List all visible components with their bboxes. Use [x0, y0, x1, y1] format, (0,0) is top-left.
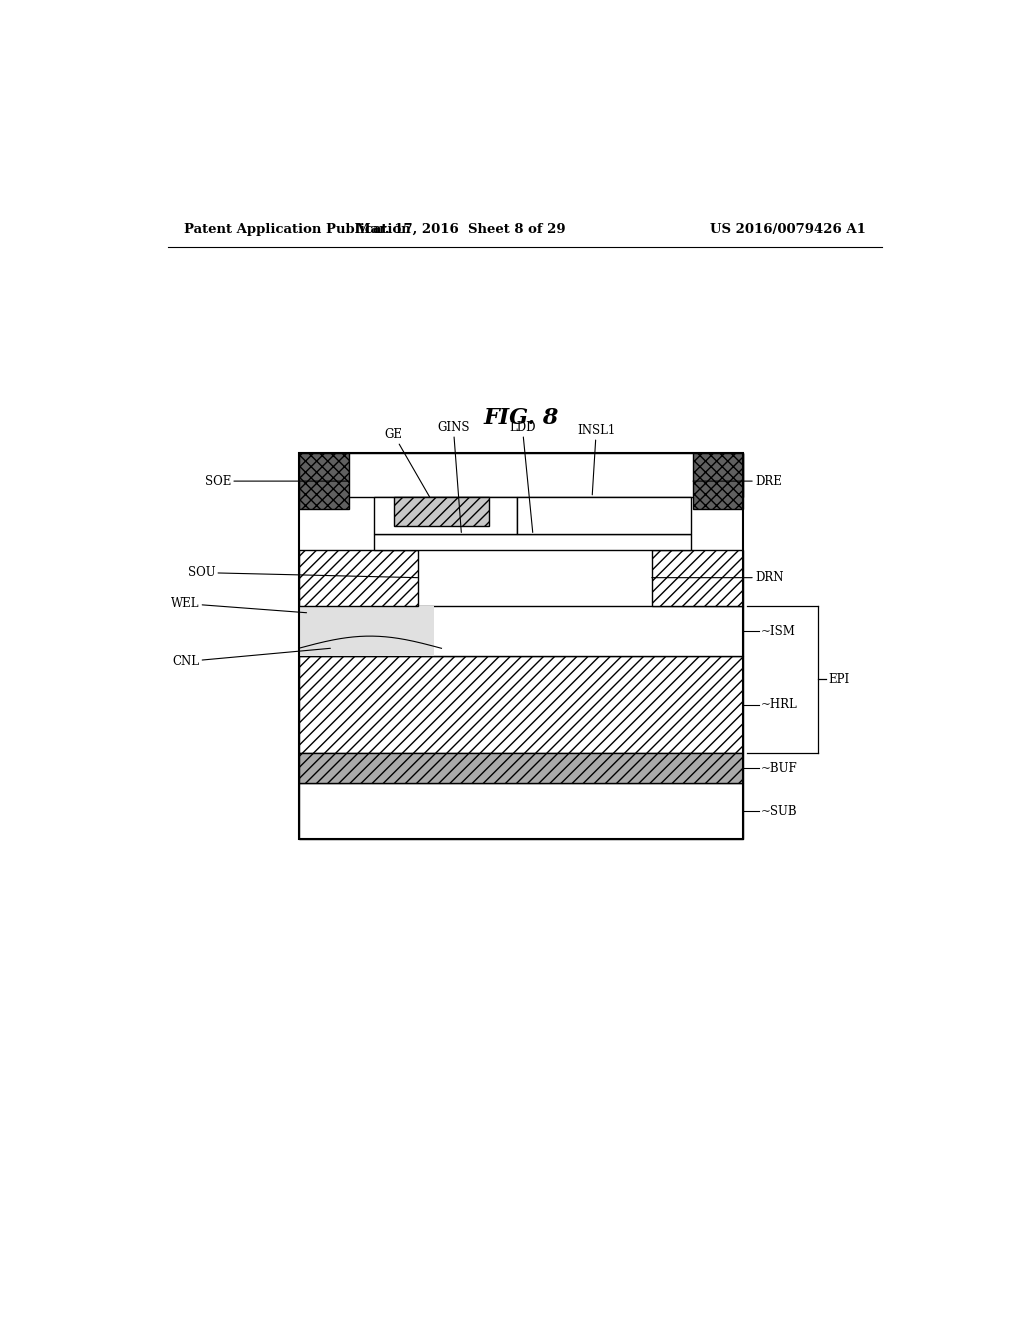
Text: US 2016/0079426 A1: US 2016/0079426 A1 — [711, 223, 866, 236]
Text: CNL: CNL — [172, 648, 331, 668]
Text: LDD: LDD — [509, 421, 536, 532]
Bar — [517, 496, 691, 535]
Text: Mar. 17, 2016  Sheet 8 of 29: Mar. 17, 2016 Sheet 8 of 29 — [356, 223, 566, 236]
Text: DRN: DRN — [652, 572, 783, 585]
Bar — [299, 606, 433, 656]
Bar — [652, 549, 743, 606]
Bar — [299, 453, 743, 496]
Bar — [374, 535, 691, 549]
Bar — [299, 453, 743, 840]
Text: EPI: EPI — [828, 673, 850, 686]
Text: DRE: DRE — [693, 475, 781, 487]
Text: SOE: SOE — [205, 475, 348, 487]
Bar — [299, 656, 743, 752]
Text: WEL: WEL — [171, 597, 306, 612]
Text: SOU: SOU — [187, 566, 418, 579]
Bar — [299, 549, 418, 606]
Text: ~ISM: ~ISM — [761, 624, 796, 638]
Bar — [693, 453, 743, 510]
Text: GE: GE — [385, 429, 430, 496]
Bar — [394, 496, 489, 527]
Bar — [299, 784, 743, 840]
Text: ~HRL: ~HRL — [761, 698, 798, 711]
Bar — [299, 606, 743, 656]
Bar — [299, 752, 743, 784]
Text: ~SUB: ~SUB — [761, 805, 797, 818]
Text: GINS: GINS — [437, 421, 470, 532]
Text: Patent Application Publication: Patent Application Publication — [183, 223, 411, 236]
Text: ~BUF: ~BUF — [761, 762, 798, 775]
Bar — [374, 496, 517, 535]
Bar — [299, 453, 348, 510]
Text: FIG. 8: FIG. 8 — [483, 407, 558, 429]
Text: INSL1: INSL1 — [578, 424, 615, 495]
